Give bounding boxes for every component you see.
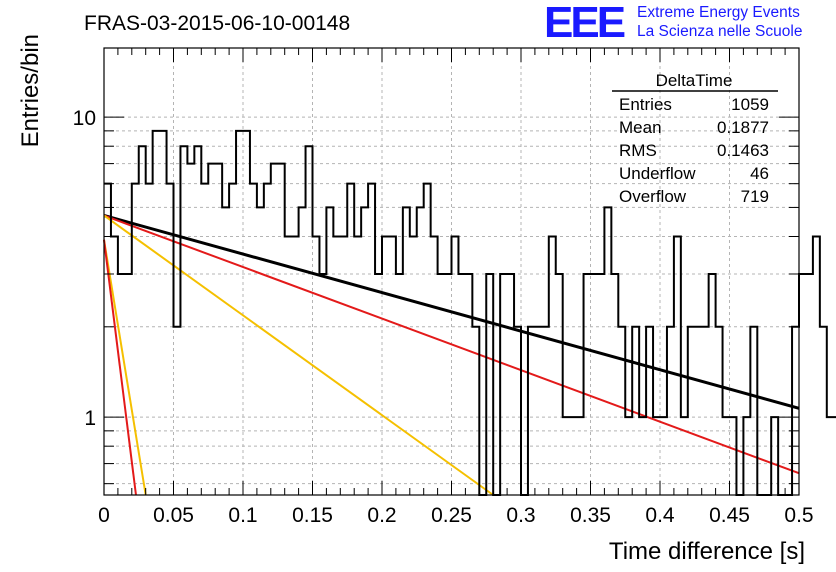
stats-row-value: 0.1463 — [717, 141, 769, 160]
x-tick-label: 0.1 — [228, 504, 257, 527]
x-tick-label: 0.35 — [570, 504, 611, 527]
stats-title: DeltaTime — [656, 71, 733, 90]
y-tick-labels: 1 10 — [73, 107, 96, 430]
x-axis-label: Time difference [s] — [609, 538, 805, 565]
x-tick-label: 0.05 — [153, 504, 194, 527]
x-tick-labels: 0 0.05 0.1 0.15 0.2 0.25 0.3 0.35 0.4 0.45 0.5 — [98, 504, 813, 527]
fit-line — [103, 214, 800, 410]
x-tick-label: 0.3 — [506, 504, 535, 527]
axis-ticks — [103, 48, 800, 495]
stats-row-label: Underflow — [619, 164, 696, 183]
stats-row-value: 46 — [750, 164, 769, 183]
fit-line — [103, 239, 137, 496]
y-axis-label: Entries/bin — [17, 34, 44, 147]
x-tick-label: 0.4 — [645, 504, 675, 527]
eee-logo-mark: EEE — [544, 0, 626, 47]
chart-title: FRAS-03-2015-06-10-00148 — [84, 12, 350, 35]
x-tick-label: 0.45 — [709, 504, 750, 527]
fit-line — [103, 239, 147, 496]
x-tick-label: 0.25 — [431, 504, 472, 527]
x-tick-label: 0.5 — [784, 504, 813, 527]
x-tick-label: 0.15 — [292, 504, 333, 527]
stats-row-label: RMS — [619, 141, 657, 160]
y-tick-label: 10 — [73, 107, 96, 130]
stats-box: DeltaTime Entries 1059 Mean 0.1877 RMS 0.1463… — [612, 71, 778, 206]
stats-row-label: Entries — [619, 95, 672, 114]
stats-row-value: 719 — [741, 187, 769, 206]
stats-row-label: Mean — [619, 118, 662, 137]
fit-line — [103, 214, 800, 475]
stats-row-value: 1059 — [731, 95, 769, 114]
logo-line-1: Extreme Energy Events — [637, 4, 800, 21]
stats-row-value: 0.1877 — [717, 118, 769, 137]
fit-lines — [103, 214, 800, 496]
x-tick-label: 0 — [98, 504, 110, 527]
y-tick-label: 1 — [84, 407, 96, 430]
logo-line-2: La Scienza nelle Scuole — [637, 23, 803, 40]
x-tick-label: 0.2 — [367, 504, 396, 527]
histogram-series — [104, 129, 836, 496]
stats-row-label: Overflow — [619, 187, 687, 206]
fit-line — [103, 214, 494, 496]
eee-logo-text: Extreme Energy Events La Scienza nelle S… — [637, 3, 802, 41]
